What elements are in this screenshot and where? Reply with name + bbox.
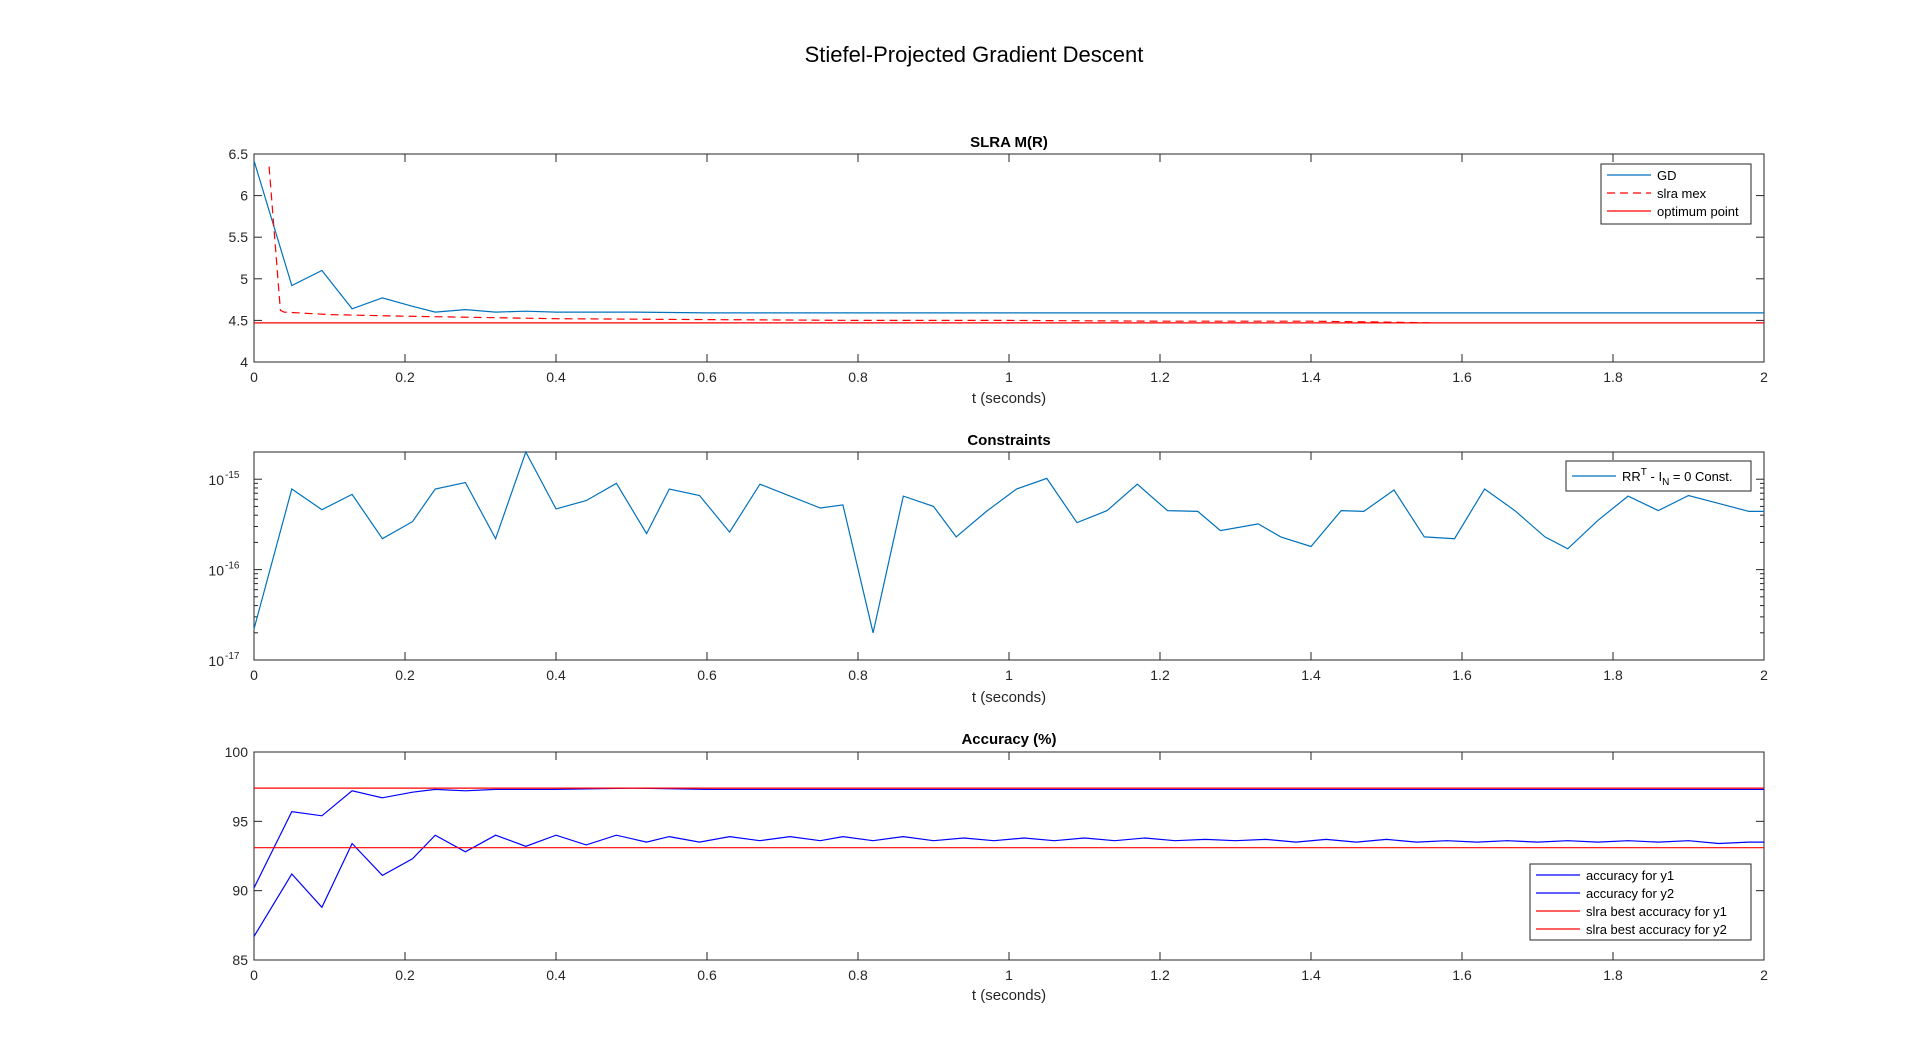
legend-label: slra best accuracy for y1 [1586,904,1727,919]
series-line-1 [268,166,1432,324]
series-line-0 [253,787,1764,889]
y-tick-label: 95 [232,813,248,829]
y-tick-label: 85 [232,952,248,968]
legend: RRT - IN = 0 Const. [1565,460,1752,492]
x-tick-label: 0.8 [848,369,868,385]
legend-label: GD [1657,168,1677,183]
x-axis-label-accuracy: t (seconds) [972,987,1046,1004]
y-tick-label: 90 [232,883,248,899]
x-tick-label: 1.6 [1452,967,1472,983]
y-tick-exponent: -16 [225,561,240,572]
y-tick-exponent: -17 [225,651,240,662]
x-tick-label: 1.4 [1301,967,1321,983]
x-tick-label: 1 [1005,667,1013,683]
y-tick-label: 6 [240,188,248,204]
legend-box [1600,163,1752,225]
x-tick-label: 0.4 [546,667,566,683]
x-tick-label: 0.2 [395,967,415,983]
y-tick-label: 10 [208,563,224,579]
series-line-0 [253,450,1764,633]
y-tick-label: 100 [225,744,249,760]
x-tick-label: 1 [1005,369,1013,385]
legend-label: slra best accuracy for y2 [1586,922,1727,937]
x-tick-label: 1.8 [1603,667,1623,683]
x-tick-label: 0.8 [848,967,868,983]
y-tick-label: 4 [240,354,248,370]
y-tick-label: 6.5 [229,146,249,162]
x-tick-label: 2 [1760,369,1768,385]
y-tick-label: 10 [208,653,224,669]
figure-title: Stiefel-Projected Gradient Descent [805,42,1144,67]
x-tick-label: 1.2 [1150,667,1170,683]
legend-label: accuracy for y2 [1586,886,1674,901]
x-tick-label: 0.2 [395,667,415,683]
x-tick-label: 0.2 [395,369,415,385]
y-tick-label: 5.5 [229,229,249,245]
legend-box [1529,863,1752,941]
panel-title-constraints: Constraints [967,432,1050,449]
x-tick-label: 0.6 [697,369,717,385]
x-axis-label-constraints: t (seconds) [972,689,1046,706]
legend-label: slra mex [1657,186,1707,201]
x-tick-label: 0 [250,667,258,683]
x-tick-label: 0.4 [546,369,566,385]
panel-title-slra: SLRA M(R) [970,134,1048,151]
y-tick-exponent: -15 [225,470,240,481]
x-tick-label: 0 [250,967,258,983]
x-tick-label: 1.2 [1150,967,1170,983]
x-tick-label: 1.2 [1150,369,1170,385]
series-line-0 [253,160,1764,314]
x-tick-label: 1.8 [1603,369,1623,385]
axes-box [253,153,1765,363]
x-tick-label: 2 [1760,967,1768,983]
x-tick-label: 0.8 [848,667,868,683]
panel-slra: SLRA M(R) t (seconds) 0 0.2 0.4 0.6 0.8 1 1.2 1… [229,134,1769,407]
y-tick-label: 5 [240,271,248,287]
axes-box [253,451,1765,661]
x-tick-label: 1.8 [1603,967,1623,983]
legend-label: optimum point [1657,204,1739,219]
x-tick-label: 1 [1005,967,1013,983]
x-tick-label: 0 [250,369,258,385]
x-tick-label: 1.6 [1452,667,1472,683]
panel-accuracy: Accuracy (%) t (seconds) 0 0.2 0.4 0.6 0.8 1 1… [225,731,1768,1004]
x-tick-label: 2 [1760,667,1768,683]
x-tick-label: 1.6 [1452,369,1472,385]
legend-label: RRT - IN = 0 Const. [1622,467,1733,488]
x-tick-label: 1.4 [1301,369,1321,385]
series-line-1 [253,834,1764,937]
legend: accuracy for y1 accuracy for y2 slra best … [1529,863,1752,941]
x-tick-label: 0.4 [546,967,566,983]
legend: GD slra mex optimum point [1600,163,1752,225]
y-tick-label: 4.5 [229,312,249,328]
legend-label: accuracy for y1 [1586,868,1674,883]
x-axis-label-slra: t (seconds) [972,390,1046,407]
panel-title-accuracy: Accuracy (%) [961,731,1056,748]
x-tick-label: 0.6 [697,667,717,683]
x-tick-label: 1.4 [1301,667,1321,683]
panel-constraints: Constraints t (seconds) 0 0.2 0.4 0.6 0.8 1 1.… [208,432,1768,706]
y-tick-label: 10 [208,472,224,488]
x-tick-label: 0.6 [697,967,717,983]
